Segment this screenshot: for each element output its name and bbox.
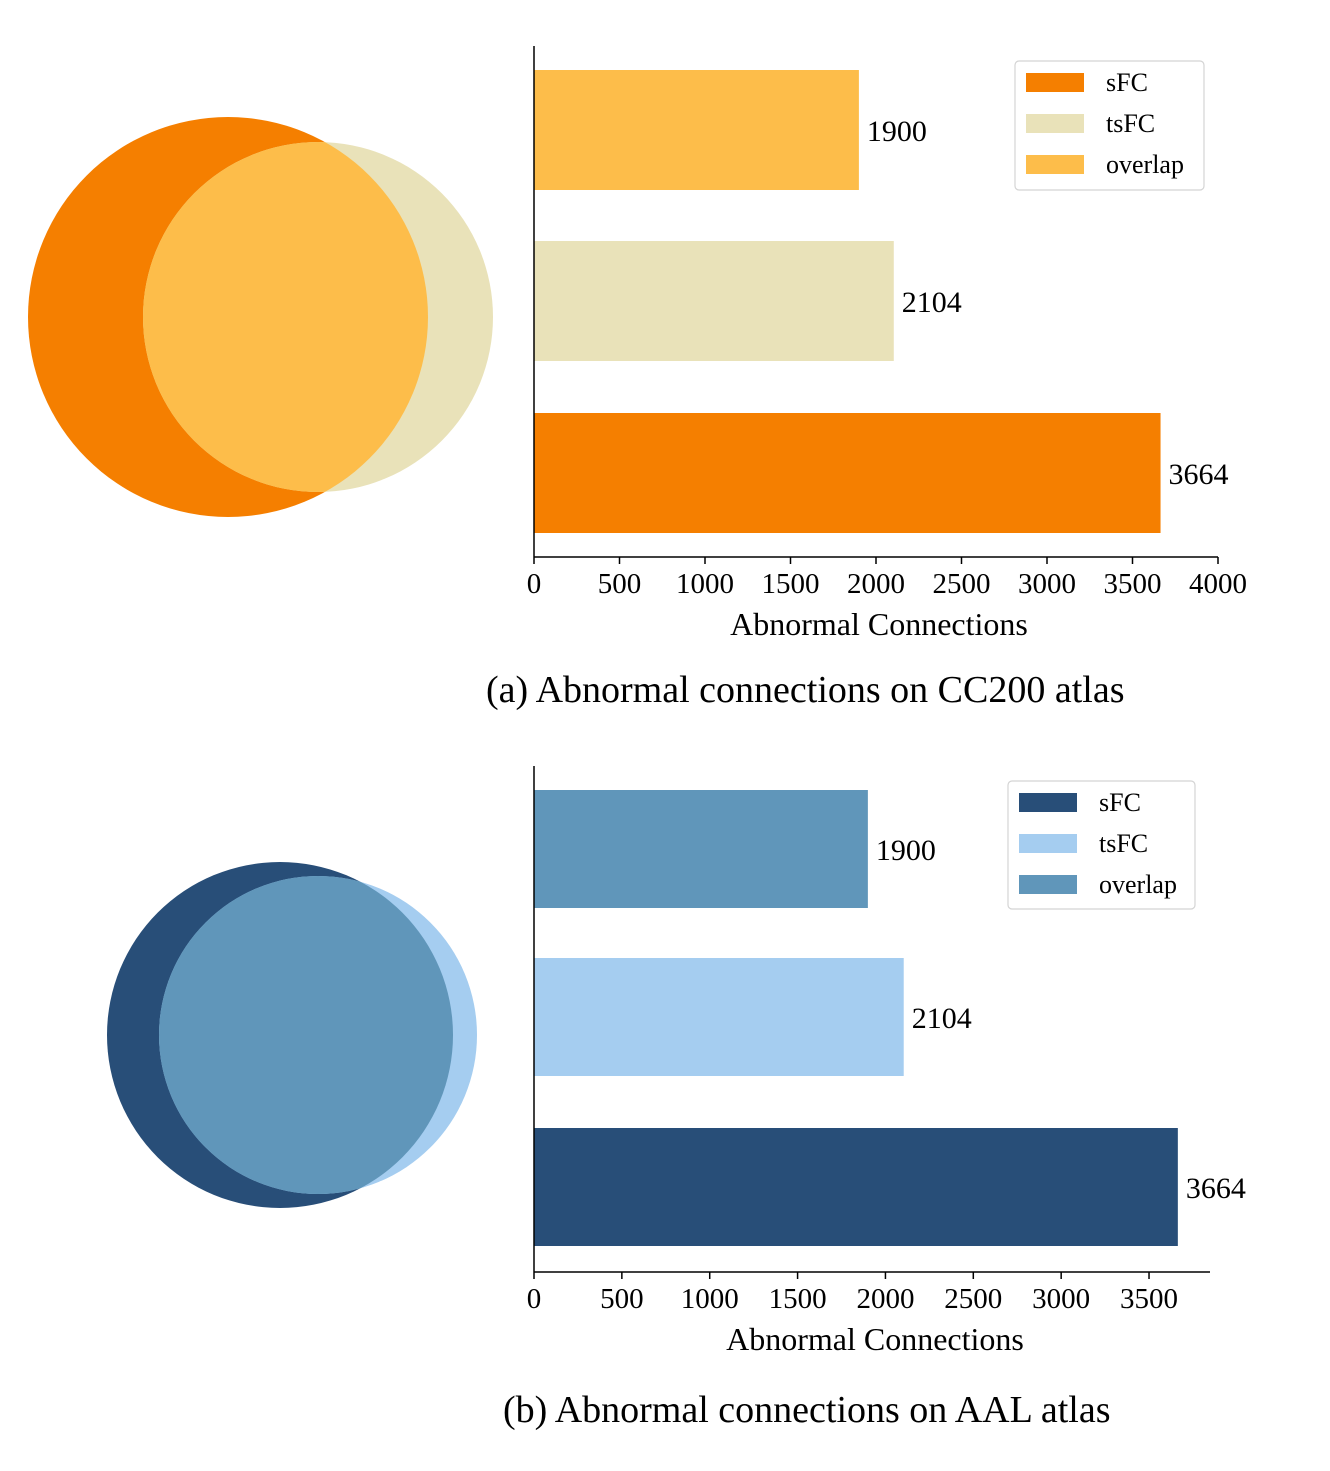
legend-label-tsFC: tsFC [1099, 829, 1148, 858]
data-label-sFC: 3664 [1169, 458, 1229, 491]
x-tick-label: 3500 [1120, 1283, 1178, 1315]
x-tick-label: 3000 [1032, 1283, 1090, 1315]
bar-sFC [534, 1128, 1178, 1246]
x-tick-label: 500 [598, 568, 642, 600]
x-axis-label: Abnormal Connections [726, 1321, 1024, 1357]
caption-cc200: (a) Abnormal connections on CC200 atlas [486, 669, 1125, 711]
data-label-overlap: 1900 [876, 834, 936, 867]
x-axis-label: Abnormal Connections [730, 606, 1028, 642]
chart-cc200: 3664 2104 1900 0 500 1000 1500 2000 2500 3000 3500… [28, 46, 1247, 642]
x-tick-label: 3000 [1018, 568, 1076, 600]
chart-aal: 3664 2104 1900 0 500 1000 1500 2000 2500 3000 3500… [107, 766, 1246, 1357]
x-tick-label: 1000 [681, 1283, 739, 1315]
legend-label-sFC: sFC [1099, 788, 1141, 817]
bar-sFC [534, 413, 1161, 533]
caption-aal: (b) Abnormal connections on AAL atlas [503, 1389, 1111, 1431]
legend-swatch-sFC [1026, 73, 1084, 92]
x-tick-label: 0 [527, 1283, 542, 1315]
x-tick-label: 2000 [856, 1283, 914, 1315]
data-label-tsFC: 2104 [902, 286, 962, 319]
x-tick-label: 1500 [762, 568, 820, 600]
legend-swatch-sFC [1019, 793, 1077, 812]
legend-swatch-overlap [1019, 875, 1077, 894]
venn-overlap-region [159, 876, 453, 1194]
x-tick-label: 4000 [1189, 568, 1247, 600]
data-label-sFC: 3664 [1186, 1172, 1246, 1205]
legend-swatch-tsFC [1026, 114, 1084, 133]
x-tick-label: 500 [600, 1283, 644, 1315]
bar-overlap [534, 790, 868, 908]
x-tick-label: 2500 [933, 568, 991, 600]
venn-overlap-region [143, 142, 428, 492]
legend-label-overlap: overlap [1106, 150, 1184, 179]
x-tick-label: 0 [527, 568, 542, 600]
bar-tsFC [534, 241, 894, 361]
panel-aal: 3664 2104 1900 0 500 1000 1500 2000 2500 3000 3500… [0, 735, 1330, 1471]
data-label-tsFC: 2104 [912, 1002, 972, 1035]
data-label-overlap: 1900 [867, 115, 927, 148]
legend-label-overlap: overlap [1099, 870, 1177, 899]
legend-label-tsFC: tsFC [1106, 109, 1155, 138]
x-tick-label: 2000 [847, 568, 905, 600]
x-tick-label: 1000 [676, 568, 734, 600]
x-tick-label: 3500 [1104, 568, 1162, 600]
x-tick-label: 1500 [769, 1283, 827, 1315]
bar-tsFC [534, 958, 904, 1076]
panel-cc200: 3664 2104 1900 0 500 1000 1500 2000 2500 3000 3500… [0, 0, 1330, 735]
legend-swatch-tsFC [1019, 834, 1077, 853]
legend-label-sFC: sFC [1106, 68, 1148, 97]
legend-swatch-overlap [1026, 155, 1084, 174]
bar-overlap [534, 70, 859, 190]
x-tick-label: 2500 [944, 1283, 1002, 1315]
